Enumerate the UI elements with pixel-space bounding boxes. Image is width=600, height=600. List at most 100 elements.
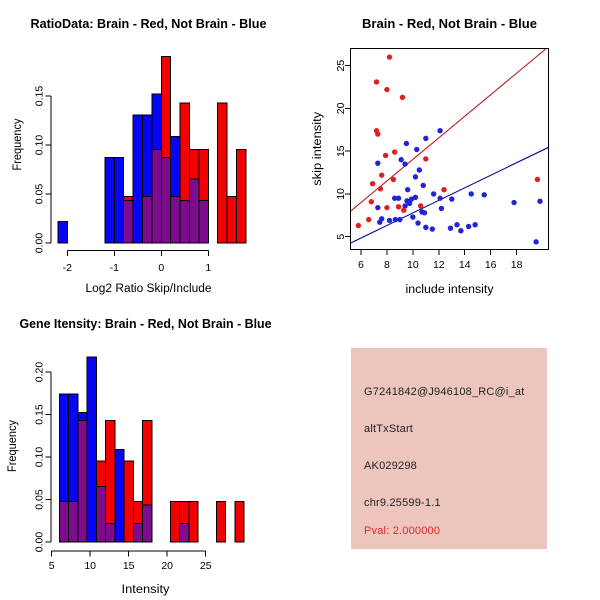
histogram-bar [215, 501, 227, 543]
notbrain-point [410, 214, 416, 220]
y-tick-label: 0.20 [34, 362, 46, 383]
notbrain-point [447, 225, 454, 231]
histogram-bar [234, 501, 245, 543]
notbrain-point [423, 135, 429, 142]
notbrain-point [379, 216, 385, 222]
notbrain-point [397, 216, 403, 223]
brain-point [377, 186, 384, 192]
x-tick-label: 5 [49, 560, 55, 572]
brain-point [534, 176, 541, 183]
notbrain-point [395, 195, 402, 201]
y-tick-label: 15 [335, 145, 347, 157]
histogram-bar-overlap [151, 149, 162, 244]
x-tick-label: 10 [84, 560, 96, 572]
y-tick-label: 0.05 [34, 184, 46, 205]
x-tick-label: 0 [158, 262, 164, 274]
notbrain-point [386, 217, 393, 224]
x-axis-label: Log2 Ratio Skip/Include [86, 283, 212, 295]
brain-point [366, 216, 372, 223]
x-axis-label: include intensity [406, 284, 494, 296]
notbrain-point [421, 210, 428, 216]
notbrain-point [420, 182, 426, 189]
y-tick-label: 0.00 [34, 532, 46, 553]
y-axis: 0.00 0.05 0.10 0.15 0.20 [33, 362, 52, 553]
histogram-bar-overlap [123, 199, 134, 244]
y-axis-label: Frequency [12, 118, 24, 170]
notbrain-point [437, 127, 443, 134]
y-axis: 0.00 0.05 0.10 0.15 [34, 86, 52, 253]
notbrain-point [375, 204, 381, 211]
histogram-bar [104, 157, 115, 244]
notbrain-point [481, 192, 487, 198]
x-tick-label: 16 [485, 259, 497, 271]
notbrain-point [423, 224, 429, 231]
regression-lines [350, 48, 549, 244]
histogram-bar [114, 449, 125, 543]
x-tick-label: 8 [384, 259, 390, 271]
histogram-bar-overlap [142, 504, 153, 543]
histogram-bar [86, 356, 97, 543]
brain-point [441, 186, 447, 193]
notbrain-point [472, 222, 478, 228]
histogram-bar-overlap [179, 199, 191, 244]
notbrain-point [408, 196, 415, 202]
notbrain-point [468, 191, 474, 197]
y-tick-label: 10 [335, 188, 347, 200]
notbrain-point [406, 200, 413, 207]
notbrain-point [465, 223, 472, 230]
x-tick-label: 10 [407, 259, 419, 271]
brain-point [401, 207, 407, 213]
brain-point [375, 131, 381, 137]
y-tick-label: 0.15 [33, 404, 45, 425]
histogram-bar [236, 149, 247, 244]
brain-point [355, 222, 362, 229]
notbrain-point [511, 199, 517, 206]
histogram-bar [123, 460, 134, 543]
x-tick-label: 14 [459, 259, 471, 271]
notbrain-point [404, 186, 411, 193]
histogram-bar-overlap [95, 486, 107, 543]
x-axis-label: Intensity [122, 584, 170, 596]
notbrain-point [414, 146, 420, 153]
x-tick-label: 25 [200, 560, 212, 572]
histogram-bar [113, 157, 125, 244]
y-tick-label: 0.10 [34, 135, 46, 156]
chart-title: Brain - Red, Not Brain - Blue [362, 17, 537, 31]
histogram-bar [217, 102, 228, 244]
notbrain-point [458, 228, 464, 234]
event-type-text: altTxStart [364, 423, 414, 435]
notbrain-point [533, 239, 539, 245]
brain-fit-line [350, 48, 548, 212]
y-tick-label: 0.15 [34, 86, 46, 107]
chart-title: Gene Itensity: Brain - Red, Not Brain - … [20, 317, 272, 331]
histogram-bar-overlap [77, 420, 88, 543]
gene-intensity-histogram-panel: 5 10 15 20 25 0.00 0.05 0.10 0.15 0.20 Gene Itensi… [7, 317, 272, 596]
notbrain-point [537, 198, 543, 204]
notbrain-point [430, 191, 437, 197]
histogram-bar-overlap [132, 523, 144, 543]
brain-point [368, 198, 375, 205]
pval-text: Pval: 2.000000 [364, 525, 441, 537]
histogram-bar-overlap [189, 178, 200, 244]
plot-box [350, 47, 549, 250]
brain-point [399, 94, 406, 101]
y-tick-label: 0.10 [34, 447, 46, 468]
histogram-bars [58, 356, 245, 543]
info-panel: G7241842@J946108_RC@i_at altTxStart AK02… [351, 348, 547, 549]
histogram-bar [169, 501, 181, 543]
notbrain-point [403, 140, 410, 147]
brain-point [384, 86, 390, 93]
histogram-bar-overlap [179, 523, 190, 543]
histogram-bars [57, 55, 247, 244]
notbrain-point [415, 220, 421, 226]
notbrain-point [429, 226, 436, 232]
x-tick-label: 12 [433, 259, 445, 271]
ratio-histogram-panel: -2 -1 0 1 0.00 0.05 0.10 0.15 RatioData: Brain -… [12, 17, 267, 295]
brain-point [390, 176, 397, 183]
x-axis: -2 -1 0 1 [63, 250, 211, 274]
notbrain-point [437, 195, 443, 201]
y-axis-label: Frequency [7, 420, 19, 472]
brain-point [373, 79, 380, 85]
x-tick-label: 6 [358, 259, 364, 271]
